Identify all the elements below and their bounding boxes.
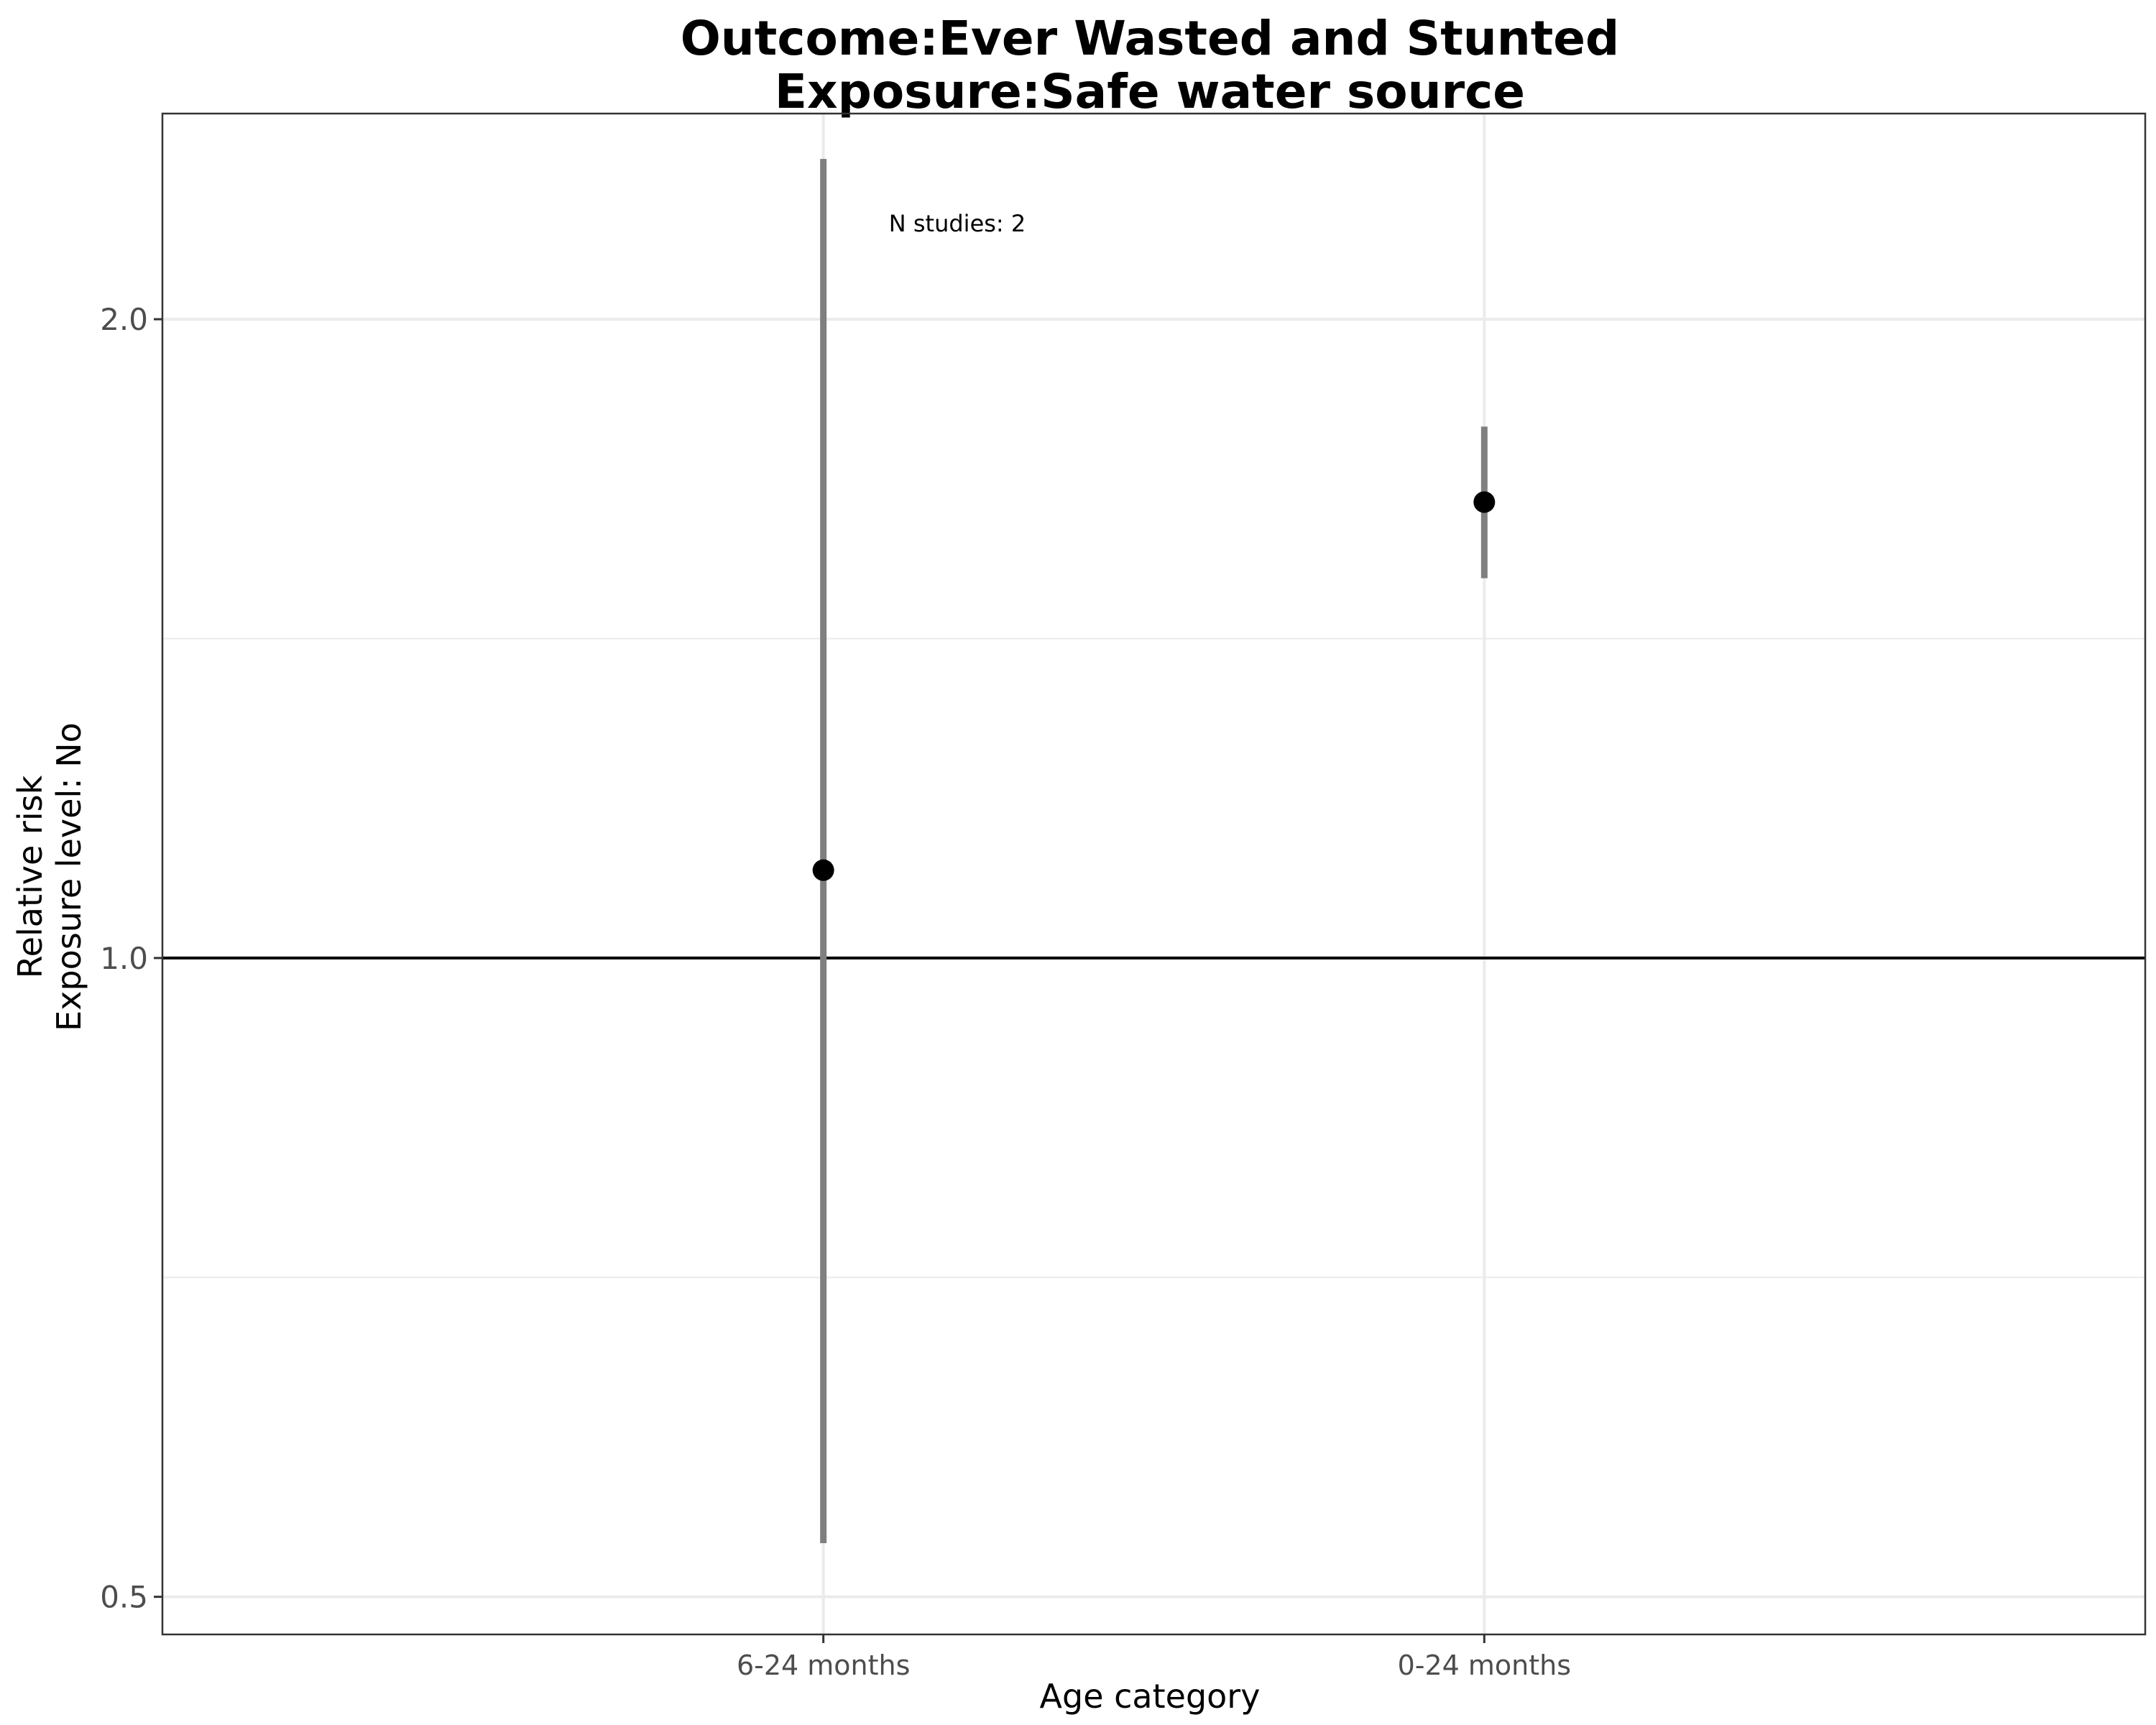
y-tick-label: 2.0 — [100, 302, 148, 337]
x-tick-label: 0-24 months — [1398, 1650, 1571, 1681]
n-studies-annotation: N studies: 2 — [889, 210, 1026, 237]
y-tick-label: 0.5 — [100, 1580, 148, 1615]
x-tick-label: 6-24 months — [737, 1650, 910, 1681]
y-axis-title-line-2: Exposure level: No — [50, 722, 88, 1031]
chart-title-line-1: Outcome:Ever Wasted and Stunted — [681, 11, 1620, 66]
y-axis-title-line-1: Relative risk — [11, 775, 50, 978]
x-axis-title: Age category — [1040, 1677, 1261, 1716]
chart-title-line-2: Exposure:Safe water source — [775, 64, 1525, 119]
point-estimate — [1473, 491, 1496, 513]
panel-border — [161, 112, 2147, 1636]
y-tick-label: 1.0 — [100, 941, 148, 976]
plot-area: 0.5 1.0 2.0 6-24 months 0-24 months N studies… — [100, 112, 2147, 1681]
point-estimate — [812, 859, 834, 881]
